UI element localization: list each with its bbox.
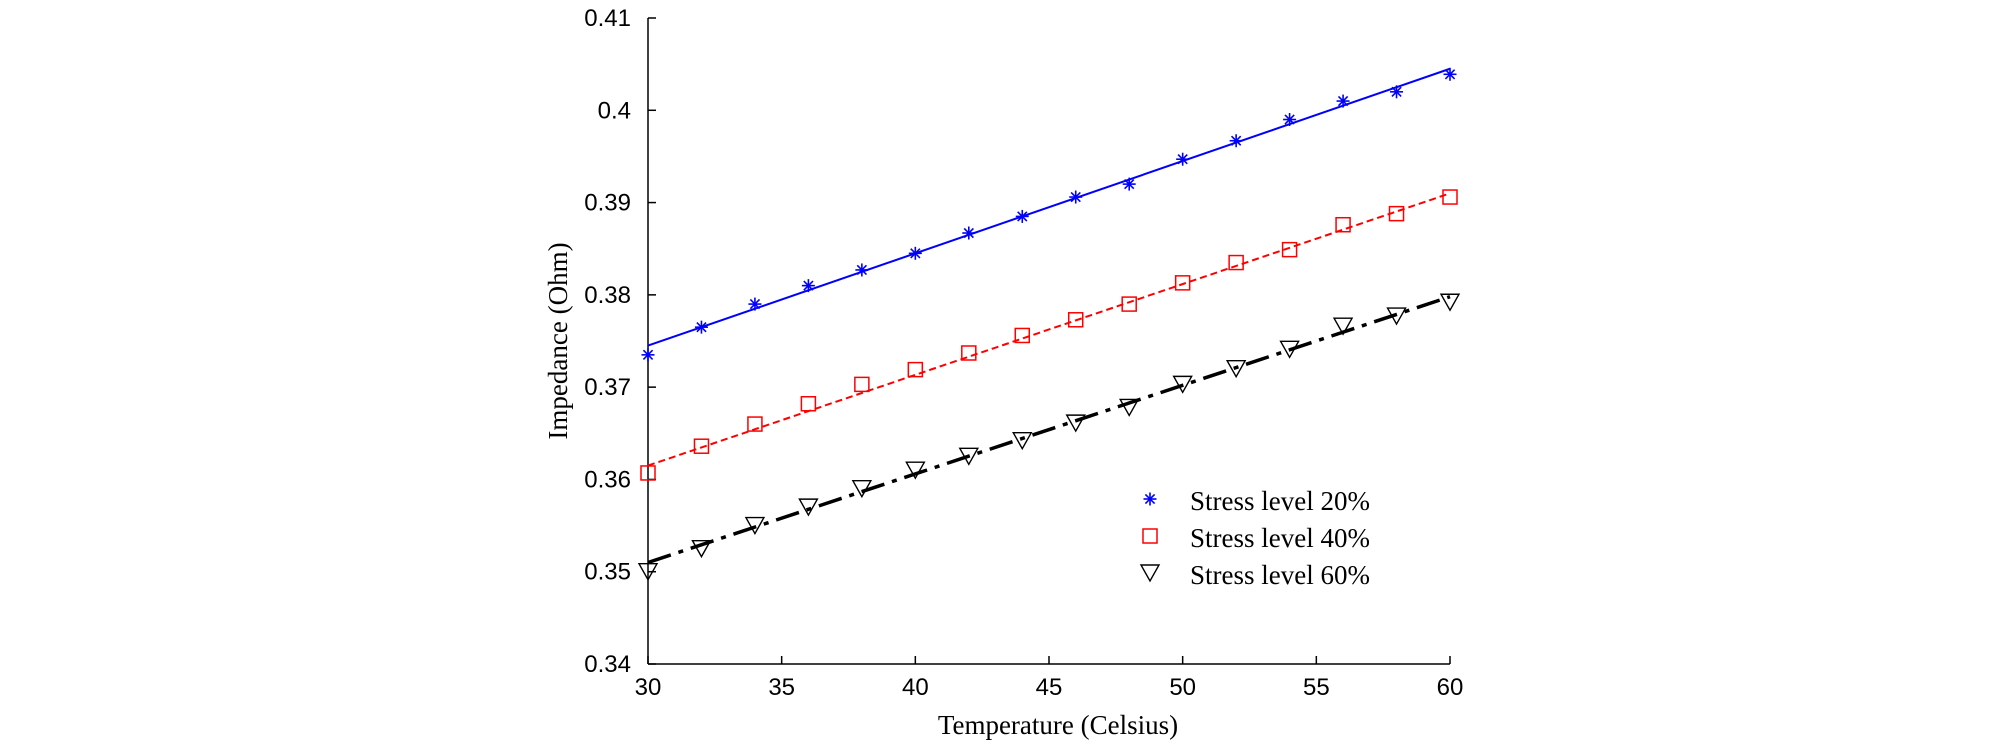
- series-2-point: [1442, 189, 1458, 205]
- series-1-point: [1336, 94, 1350, 108]
- x-tick-label: 30: [635, 674, 662, 701]
- series-3-point: [798, 498, 819, 517]
- series-3-point: [1225, 359, 1247, 379]
- series-2-point: [1388, 205, 1405, 222]
- series-1-point: [1122, 177, 1136, 191]
- series-3-point: [1012, 431, 1033, 451]
- y-axis-title: Impedance (Ohm): [543, 242, 573, 439]
- y-tick-label: 0.38: [584, 282, 631, 309]
- series-3-point: [851, 479, 873, 499]
- series-1-point: [801, 279, 815, 293]
- series-1-point: [1283, 113, 1297, 127]
- series-1-point: [908, 246, 922, 260]
- series-1-point: [641, 348, 655, 362]
- series-2-point: [1335, 216, 1351, 233]
- series-1-point: [1443, 67, 1457, 81]
- series-2-point: [854, 376, 870, 393]
- series-3-point: [958, 447, 979, 466]
- y-tick-label: 0.36: [584, 466, 631, 493]
- series-1-point: [1229, 134, 1243, 148]
- x-tick-label: 60: [1437, 674, 1464, 701]
- x-axis-title: Temperature (Celsius): [938, 710, 1178, 740]
- series-2-fit-line: [647, 192, 1451, 467]
- series-1-fit-line: [647, 67, 1451, 347]
- series-1-point: [1176, 152, 1190, 166]
- series-2-point: [1067, 312, 1084, 328]
- x-tick-label: 45: [1036, 674, 1063, 701]
- series-1-point: [748, 297, 762, 311]
- series-3-point: [691, 539, 712, 559]
- markers-layer: [637, 67, 1461, 582]
- series-2-point: [1121, 296, 1137, 312]
- x-tick-label: 55: [1303, 674, 1330, 701]
- legend-marker-3: [1139, 564, 1161, 583]
- x-tick-label: 40: [902, 674, 929, 701]
- series-2-point: [1174, 275, 1191, 291]
- series-2-point: [640, 465, 656, 481]
- y-tick-label: 0.34: [584, 651, 631, 678]
- y-tick-label: 0.37: [584, 374, 631, 401]
- series-1-point: [1390, 85, 1404, 99]
- y-tick-label: 0.35: [584, 559, 631, 586]
- series-1-point: [1015, 209, 1029, 223]
- series-2-point: [961, 345, 977, 361]
- series-3-fit-line: [647, 295, 1451, 565]
- series-2-point: [1228, 254, 1244, 271]
- series-1-point: [694, 320, 708, 334]
- legend-marker-2: [1142, 528, 1158, 544]
- series-2-point: [1281, 241, 1298, 258]
- series-3-point: [1332, 317, 1354, 336]
- series-1-point: [855, 263, 869, 277]
- series-3-point: [1065, 414, 1086, 433]
- series-2-point: [800, 396, 817, 412]
- legend: Stress level 20% Stress level 40% Stress l…: [1139, 486, 1370, 590]
- series-2-point: [907, 361, 924, 378]
- legend-label-2: Stress level 40%: [1190, 523, 1370, 553]
- y-tick-label: 0.4: [598, 97, 631, 124]
- y-ticks-layer: 0.34 0.35 0.36 0.37 0.38 0.39 0.4 0.41: [584, 5, 656, 678]
- series-3-point: [744, 516, 766, 535]
- series-2-point: [693, 438, 710, 454]
- fit-lines-layer: [647, 67, 1451, 565]
- series-1-point: [1069, 190, 1083, 204]
- series-3-point: [905, 461, 926, 480]
- x-tick-label: 50: [1169, 674, 1196, 701]
- series-1-point: [962, 226, 976, 240]
- legend-label-1: Stress level 20%: [1190, 486, 1370, 516]
- series-2-point: [747, 416, 763, 432]
- x-tick-label: 35: [768, 674, 795, 701]
- series-3-point: [1119, 398, 1140, 417]
- series-3-point: [1279, 340, 1300, 359]
- x-ticks-layer: 30 35 40 45 50 55 60: [635, 656, 1464, 701]
- series-3-point: [1439, 293, 1461, 312]
- legend-marker-1: [1143, 492, 1157, 506]
- series-2-point: [1014, 327, 1031, 344]
- y-tick-label: 0.41: [584, 5, 631, 32]
- y-tick-label: 0.39: [584, 190, 631, 217]
- series-3-point: [637, 563, 659, 582]
- series-3-point: [1172, 375, 1193, 394]
- series-3-point: [1386, 307, 1407, 326]
- legend-label-3: Stress level 60%: [1190, 560, 1370, 590]
